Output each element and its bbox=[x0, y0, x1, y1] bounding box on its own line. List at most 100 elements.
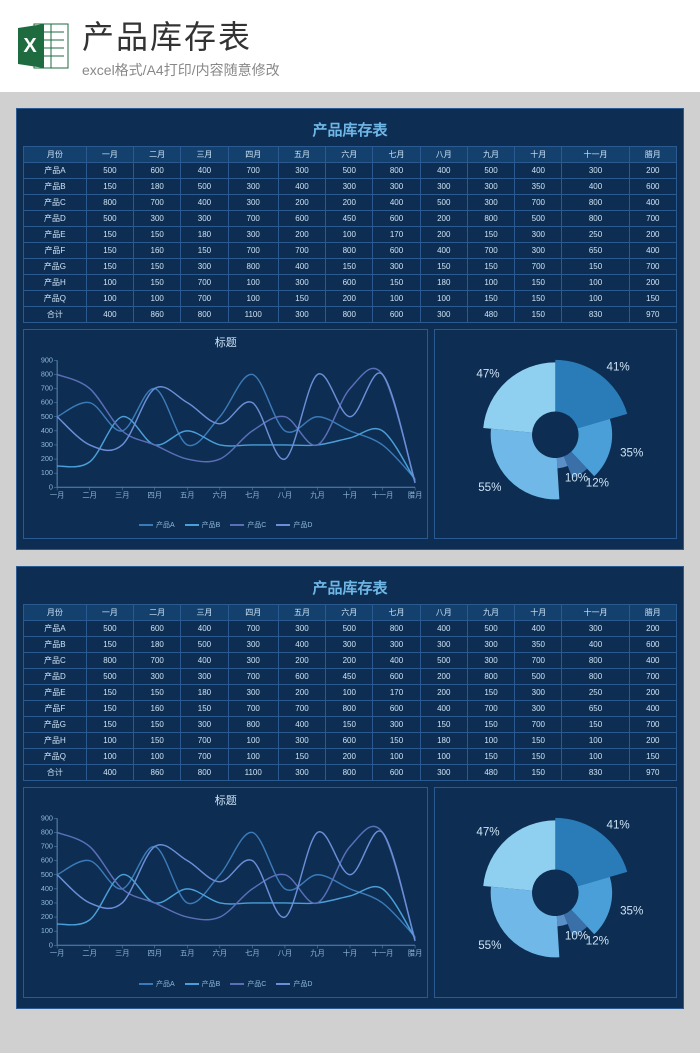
table-cell: 300 bbox=[278, 733, 325, 749]
table-cell: 300 bbox=[420, 307, 467, 323]
table-cell: 产品A bbox=[24, 621, 87, 637]
table-cell: 800 bbox=[562, 211, 629, 227]
table-cell: 300 bbox=[181, 259, 228, 275]
table-cell: 100 bbox=[228, 749, 278, 765]
table-cell: 150 bbox=[181, 701, 228, 717]
table-cell: 150 bbox=[515, 275, 562, 291]
pie-label: 41% bbox=[607, 360, 630, 373]
table-cell: 100 bbox=[326, 227, 373, 243]
table-row: 产品Q100100700100150200100100150150100150 bbox=[24, 291, 677, 307]
table-header: 十月 bbox=[515, 147, 562, 163]
table-cell: 500 bbox=[326, 621, 373, 637]
table-cell: 300 bbox=[420, 179, 467, 195]
table-cell: 200 bbox=[420, 211, 467, 227]
pie-label: 35% bbox=[621, 905, 644, 918]
table-cell: 400 bbox=[562, 637, 629, 653]
table-header: 八月 bbox=[420, 147, 467, 163]
table-row: 产品A500600400700300500800400500400300200 bbox=[24, 163, 677, 179]
table-cell: 300 bbox=[326, 637, 373, 653]
table-cell: 800 bbox=[467, 669, 514, 685]
x-tick-label: 四月 bbox=[147, 491, 162, 500]
charts-row: 标题0100200300400500600700800900一月二月三月四月五月… bbox=[23, 329, 677, 539]
table-cell: 600 bbox=[278, 211, 325, 227]
table-cell: 300 bbox=[515, 227, 562, 243]
table-cell: 700 bbox=[228, 669, 278, 685]
table-row: 合计4008608001100300800600300480150830970 bbox=[24, 307, 677, 323]
legend-item: 产品B bbox=[185, 979, 221, 989]
table-cell: 100 bbox=[326, 685, 373, 701]
table-cell: 150 bbox=[562, 717, 629, 733]
pie-label: 55% bbox=[479, 481, 502, 494]
table-cell: 300 bbox=[562, 621, 629, 637]
table-cell: 700 bbox=[134, 653, 181, 669]
table-cell: 500 bbox=[515, 211, 562, 227]
table-cell: 180 bbox=[420, 733, 467, 749]
table-cell: 100 bbox=[420, 749, 467, 765]
table-cell: 100 bbox=[86, 733, 133, 749]
panel-title: 产品库存表 bbox=[23, 115, 677, 146]
table-cell: 1100 bbox=[228, 307, 278, 323]
table-cell: 300 bbox=[515, 701, 562, 717]
table-cell: 800 bbox=[86, 195, 133, 211]
table-row: 产品D500300300700600450600200800500800700 bbox=[24, 669, 677, 685]
table-cell: 800 bbox=[326, 243, 373, 259]
table-cell: 480 bbox=[467, 765, 514, 781]
y-tick-label: 600 bbox=[41, 398, 53, 407]
table-cell: 400 bbox=[629, 243, 676, 259]
table-cell: 400 bbox=[278, 717, 325, 733]
legend-item: 产品A bbox=[139, 979, 175, 989]
table-cell: 300 bbox=[373, 259, 420, 275]
table-cell: 400 bbox=[86, 765, 133, 781]
pie-label: 47% bbox=[477, 826, 500, 839]
table-cell: 400 bbox=[420, 163, 467, 179]
table-cell: 700 bbox=[278, 243, 325, 259]
table-cell: 200 bbox=[629, 685, 676, 701]
table-cell: 700 bbox=[629, 259, 676, 275]
x-tick-label: 五月 bbox=[180, 491, 195, 500]
table-cell: 700 bbox=[629, 211, 676, 227]
table-header: 七月 bbox=[373, 605, 420, 621]
svg-text:X: X bbox=[23, 35, 37, 57]
table-cell: 970 bbox=[629, 765, 676, 781]
table-cell: 150 bbox=[86, 685, 133, 701]
table-cell: 180 bbox=[134, 637, 181, 653]
table-cell: 500 bbox=[420, 653, 467, 669]
table-cell: 150 bbox=[629, 749, 676, 765]
table-cell: 600 bbox=[326, 275, 373, 291]
table-cell: 350 bbox=[515, 637, 562, 653]
table-cell: 300 bbox=[420, 637, 467, 653]
table-cell: 200 bbox=[278, 227, 325, 243]
legend-item: 产品D bbox=[276, 979, 312, 989]
table-cell: 100 bbox=[228, 275, 278, 291]
y-tick-label: 100 bbox=[41, 927, 53, 936]
table-cell: 产品D bbox=[24, 211, 87, 227]
y-tick-label: 900 bbox=[41, 814, 53, 823]
table-cell: 200 bbox=[420, 227, 467, 243]
table-cell: 500 bbox=[181, 637, 228, 653]
table-cell: 400 bbox=[629, 195, 676, 211]
pie-label: 12% bbox=[586, 477, 609, 490]
table-cell: 250 bbox=[562, 685, 629, 701]
table-cell: 400 bbox=[181, 163, 228, 179]
y-tick-label: 300 bbox=[41, 440, 53, 449]
table-cell: 600 bbox=[629, 179, 676, 195]
table-row: 产品B150180500300400300300300300350400600 bbox=[24, 179, 677, 195]
table-cell: 300 bbox=[181, 669, 228, 685]
table-cell: 250 bbox=[562, 227, 629, 243]
table-cell: 800 bbox=[181, 307, 228, 323]
y-tick-label: 200 bbox=[41, 454, 53, 463]
table-cell: 150 bbox=[326, 717, 373, 733]
x-tick-label: 七月 bbox=[245, 491, 260, 500]
table-cell: 150 bbox=[326, 259, 373, 275]
pie-label: 10% bbox=[565, 472, 588, 485]
table-row: 产品G150150300800400150300150150700150700 bbox=[24, 259, 677, 275]
table-cell: 500 bbox=[86, 163, 133, 179]
table-cell: 800 bbox=[326, 307, 373, 323]
table-cell: 100 bbox=[86, 275, 133, 291]
table-header: 五月 bbox=[278, 605, 325, 621]
table-cell: 100 bbox=[373, 749, 420, 765]
legend-label: 产品A bbox=[156, 520, 175, 530]
table-cell: 500 bbox=[420, 195, 467, 211]
table-cell: 800 bbox=[562, 195, 629, 211]
table-header: 二月 bbox=[134, 605, 181, 621]
